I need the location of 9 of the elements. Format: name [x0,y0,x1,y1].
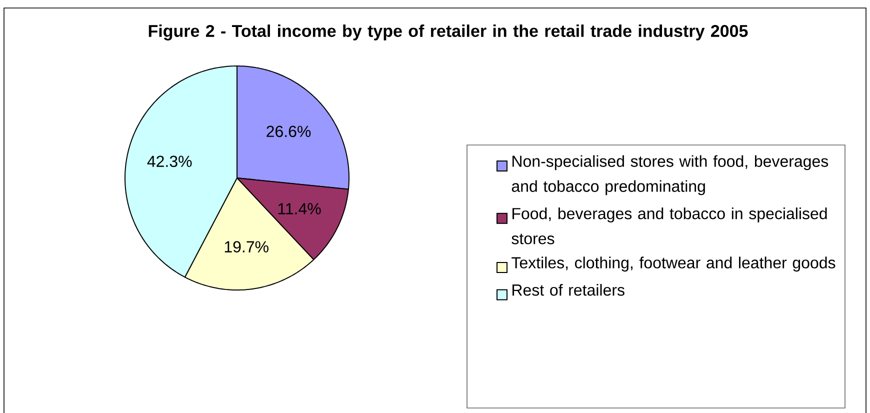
data-label: 19.7% [224,241,268,252]
legend-label: Non-specialised stores with food, beverages and tobacco predominating [512,155,828,196]
legend-label: Textiles, clothing, footwear and leather goods [512,256,836,272]
chart-title: Figure 2 - Total income by type of retailer in the retail trade industry 2005 [148,24,748,40]
data-label: 42.3% [147,156,192,168]
legend-label: Food, beverages and tobacco in specialised stores [512,208,827,244]
legend-label: Rest of retailers [512,284,624,296]
data-label: 11.4% [278,203,321,214]
data-label: 26.6% [266,126,311,138]
